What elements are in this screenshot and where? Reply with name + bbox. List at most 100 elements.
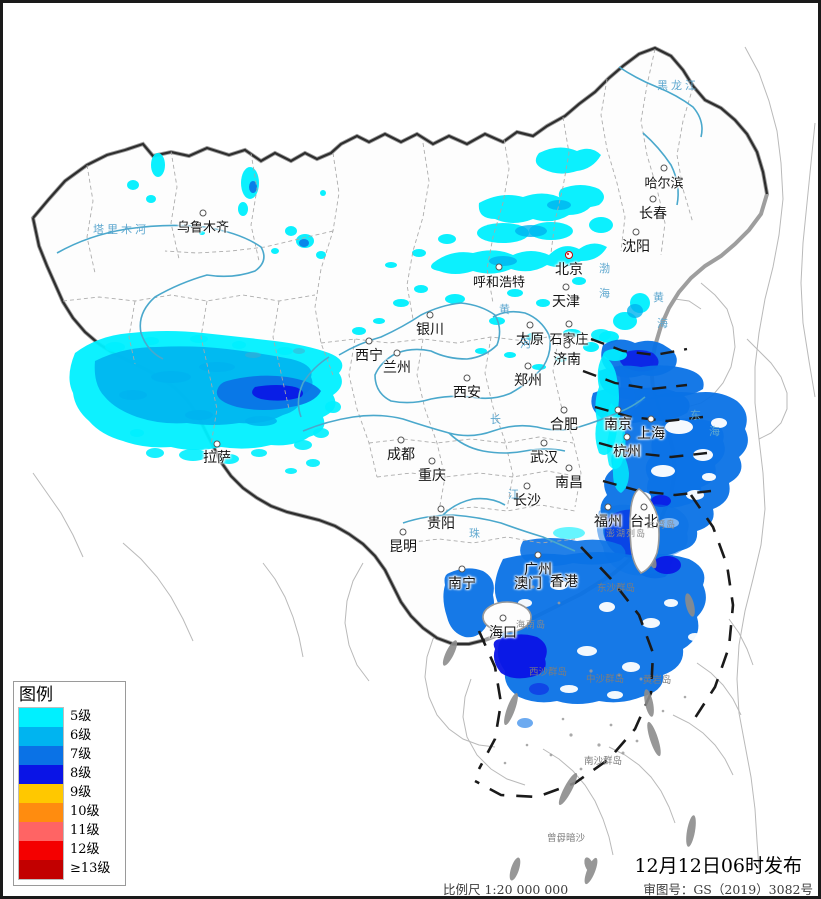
legend-label: 12级 [70, 842, 100, 857]
city-marker [437, 505, 445, 513]
city-label: 上海 [637, 426, 665, 442]
city-label: 兰州 [383, 360, 411, 376]
city-label: 拉萨 [203, 450, 231, 466]
rivers [56, 66, 703, 552]
city-label: 香港 [550, 574, 578, 590]
city-marker [199, 209, 207, 217]
legend-swatch [19, 860, 63, 879]
city-label: 澳门 [514, 576, 542, 592]
geographic-label: 海 [709, 425, 723, 438]
city-marker [647, 415, 655, 423]
city-label: 合肥 [550, 417, 578, 433]
city-marker [524, 362, 532, 370]
island-marks [442, 547, 696, 885]
geographic-label: 黑龙江 [657, 79, 699, 92]
legend-swatch [19, 708, 63, 727]
city-marker [213, 440, 221, 448]
geographic-label: 中沙群岛 [585, 674, 625, 685]
geographic-label: 珠 [469, 527, 483, 540]
city-label: 南昌 [555, 475, 583, 491]
city-marker [526, 321, 534, 329]
city-label: 太原 [516, 332, 544, 348]
legend-labels: 5级 6级 7级 8级 9级 10级 11级 12级 ≥13级 [70, 707, 110, 880]
city-marker [632, 228, 640, 236]
city-marker [365, 337, 373, 345]
city-marker [604, 503, 612, 511]
city-marker [649, 195, 657, 203]
city-label: 昆明 [389, 539, 417, 555]
city-label: 杭州 [613, 444, 641, 460]
city-label: 哈尔滨 [644, 176, 684, 192]
legend-swatch [19, 822, 63, 841]
city-label: 呼和浩特 [472, 275, 526, 291]
legend-swatch [19, 784, 63, 803]
geographic-label: 东沙群岛 [596, 583, 636, 594]
city-marker [426, 311, 434, 319]
legend-label: ≥13级 [70, 861, 111, 876]
city-label: 南宁 [448, 576, 476, 592]
geographic-label: 西沙群岛 [528, 667, 568, 678]
city-marker [565, 464, 573, 472]
geographic-label: 江 [508, 488, 522, 501]
legend-label: 9级 [70, 785, 92, 800]
geographic-label: 海 [599, 287, 613, 300]
legend-label: 6级 [70, 728, 92, 743]
geographic-label: 渤 [599, 262, 613, 275]
reef-dots [503, 585, 687, 843]
legend-label: 10级 [70, 804, 100, 819]
city-label: 贵阳 [427, 516, 455, 532]
city-marker [623, 433, 631, 441]
city-label: 台北 [630, 514, 658, 530]
geographic-label: 东 [690, 409, 704, 422]
city-marker [428, 457, 436, 465]
city-marker [614, 406, 622, 414]
wind-area-xinjiang [127, 153, 326, 259]
issue-time: 12月12日06时发布 [634, 855, 802, 877]
city-marker [495, 263, 503, 271]
city-marker [458, 565, 466, 573]
city-label: 广州 [524, 562, 552, 578]
city-label: 乌鲁木齐 [176, 220, 230, 236]
city-label: 西安 [453, 385, 481, 401]
legend-swatch [19, 803, 63, 822]
wind-area-north-china [352, 147, 650, 370]
geographic-label: 台湾岛 [645, 520, 677, 531]
legend-swatch [19, 746, 63, 765]
legend-swatch [19, 765, 63, 784]
geographic-label: 塔里木河 [93, 223, 149, 236]
city-marker [523, 482, 531, 490]
city-label: 西宁 [355, 348, 383, 364]
map-credits: 比例尺 1:20 000 000 审图号：GS（2019）3082号 [443, 879, 813, 897]
map-scale: 比例尺 1:20 000 000 [443, 882, 569, 897]
legend-title: 图例 [19, 685, 53, 705]
geographic-label: 黄岩岛 [642, 675, 672, 686]
city-marker [640, 503, 648, 511]
city-marker [563, 341, 571, 349]
wind-area-tibet [69, 331, 343, 474]
city-label: 海口 [489, 625, 517, 641]
city-marker [397, 436, 405, 444]
geographic-label: 长 [490, 413, 504, 426]
city-marker [463, 374, 471, 382]
city-marker [560, 406, 568, 414]
city-label: 济南 [553, 352, 581, 368]
city-marker [540, 439, 548, 447]
city-marker [393, 349, 401, 357]
major-islands [482, 488, 660, 633]
legend-label: 11级 [70, 823, 100, 838]
city-label: 北京 [555, 262, 583, 278]
city-label: 长春 [639, 206, 667, 222]
legend-color-swatches [18, 707, 64, 880]
city-marker [399, 528, 407, 536]
geographic-label: 海 [657, 317, 671, 330]
nine-dash-line [474, 494, 735, 799]
map-review-number: 审图号：GS（2019）3082号 [643, 882, 813, 897]
wind-area-east-china-sea [595, 355, 748, 556]
city-marker [660, 164, 668, 172]
geographic-label: 黄 [653, 291, 667, 304]
geographic-label: 南沙群岛 [583, 756, 623, 767]
city-label: 福州 [594, 514, 622, 530]
city-label: 郑州 [514, 373, 542, 389]
legend-swatch [19, 727, 63, 746]
